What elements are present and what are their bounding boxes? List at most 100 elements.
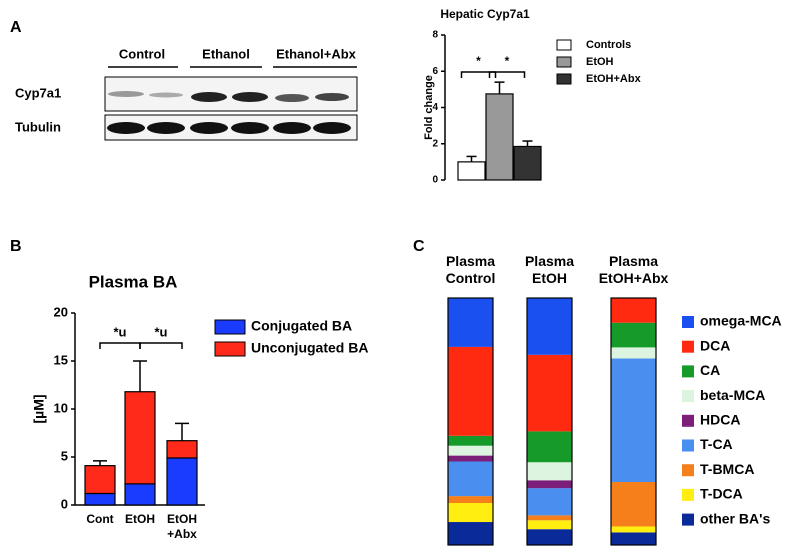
legend-swatch (556, 39, 572, 51)
bar-segment (166, 440, 198, 459)
panel-label: A (10, 19, 22, 36)
legend-swatch (682, 488, 694, 501)
bar-segment (166, 457, 198, 506)
bar-segment (611, 322, 656, 348)
bar-segment (448, 461, 493, 497)
band (108, 91, 144, 97)
band (231, 122, 269, 134)
bar-segment (527, 529, 572, 545)
legend-swatch (682, 390, 694, 403)
error-bar (93, 460, 107, 466)
bar-segment (527, 354, 572, 432)
bar-segment (611, 298, 656, 323)
bar-segment (611, 482, 656, 527)
band (191, 92, 227, 102)
bar-segment (448, 496, 493, 504)
blot-group: Ethanol (202, 46, 250, 61)
significance-bracket (488, 71, 526, 78)
band (232, 92, 268, 102)
y-tick-label: 0 (432, 175, 438, 186)
blot-box (104, 76, 358, 112)
bar-segment (527, 462, 572, 481)
y-axis-label: Fold change (423, 75, 435, 140)
significance-label: *u (114, 324, 127, 339)
bar-segment (448, 455, 493, 462)
error-bar (494, 81, 505, 94)
band (149, 92, 183, 98)
bar-segment (448, 503, 493, 523)
bar-segment (84, 465, 116, 495)
bar-segment (527, 488, 572, 516)
y-tick-label: 2 (432, 138, 438, 149)
bar-segment (84, 492, 116, 506)
bar-segment (527, 298, 572, 355)
legend-swatch (682, 513, 694, 526)
error-bar (466, 155, 477, 162)
significance-label: * (505, 54, 510, 68)
bar (485, 93, 514, 181)
panel-label: B (10, 238, 22, 255)
band (107, 122, 145, 134)
bar-segment (448, 445, 493, 456)
bar-segment (527, 480, 572, 489)
band (275, 94, 309, 102)
y-tick-label: 8 (432, 30, 438, 41)
blot-row-label: Tubulin (15, 119, 61, 134)
bar-segment (611, 532, 656, 545)
legend-label: beta-MCA (700, 387, 765, 403)
blot-group: Control (119, 46, 165, 61)
legend-label: DCA (700, 337, 730, 353)
legend-swatch (682, 365, 694, 378)
bar-outline (610, 297, 657, 546)
legend-label: other BA's (700, 510, 770, 526)
legend-label: EtOH+Abx (586, 73, 642, 85)
bar-segment (527, 515, 572, 521)
legend-label: omega-MCA (700, 313, 782, 329)
legend-label: T-BMCA (700, 461, 754, 477)
x-tick-label: Cont (86, 512, 114, 526)
legend-swatch (214, 341, 246, 357)
legend-label: Controls (586, 39, 631, 51)
y-tick-label: 4 (432, 102, 438, 113)
legend-swatch (682, 464, 694, 477)
chart-title: Plasma BA (89, 272, 178, 291)
band (147, 122, 185, 134)
bar-segment (611, 526, 656, 533)
column-heading: Plasma EtOH+Abx (598, 253, 669, 286)
legend-label: HDCA (700, 412, 740, 428)
legend-label: Unconjugated BA (251, 340, 368, 356)
legend-swatch (556, 56, 572, 68)
error-bar (175, 422, 189, 441)
band (313, 122, 351, 134)
bar-segment (527, 431, 572, 463)
band (315, 93, 349, 101)
chart-title: Hepatic Cyp7a1 (440, 7, 530, 21)
y-tick-label: 20 (54, 304, 68, 319)
western-blot: Control Ethanol Ethanol+Abx Cyp7a1 Tubul… (15, 46, 358, 141)
bar (513, 145, 542, 181)
bar (457, 161, 486, 181)
error-bar (522, 140, 533, 147)
bar-segment (124, 391, 156, 485)
y-axis-label: [µM] (31, 394, 47, 423)
legend-swatch (682, 340, 694, 353)
y-tick-label: 10 (54, 400, 68, 415)
blot-row-label: Cyp7a1 (15, 85, 61, 100)
legend-label: T-CA (700, 436, 733, 452)
panel-label: C (413, 238, 425, 255)
bar-outline (526, 297, 573, 546)
legend-label: CA (700, 362, 720, 378)
error-bar (133, 360, 147, 392)
bar-segment (448, 346, 493, 436)
bar-segment (124, 483, 156, 506)
legend-label: EtOH (586, 56, 614, 68)
band (273, 122, 311, 134)
x-tick-label: EtOH (125, 512, 155, 526)
band (190, 122, 228, 134)
column-heading: Plasma EtOH (524, 253, 575, 286)
significance-bracket (99, 342, 141, 349)
legend-swatch (214, 319, 246, 335)
legend-swatch (556, 73, 572, 85)
